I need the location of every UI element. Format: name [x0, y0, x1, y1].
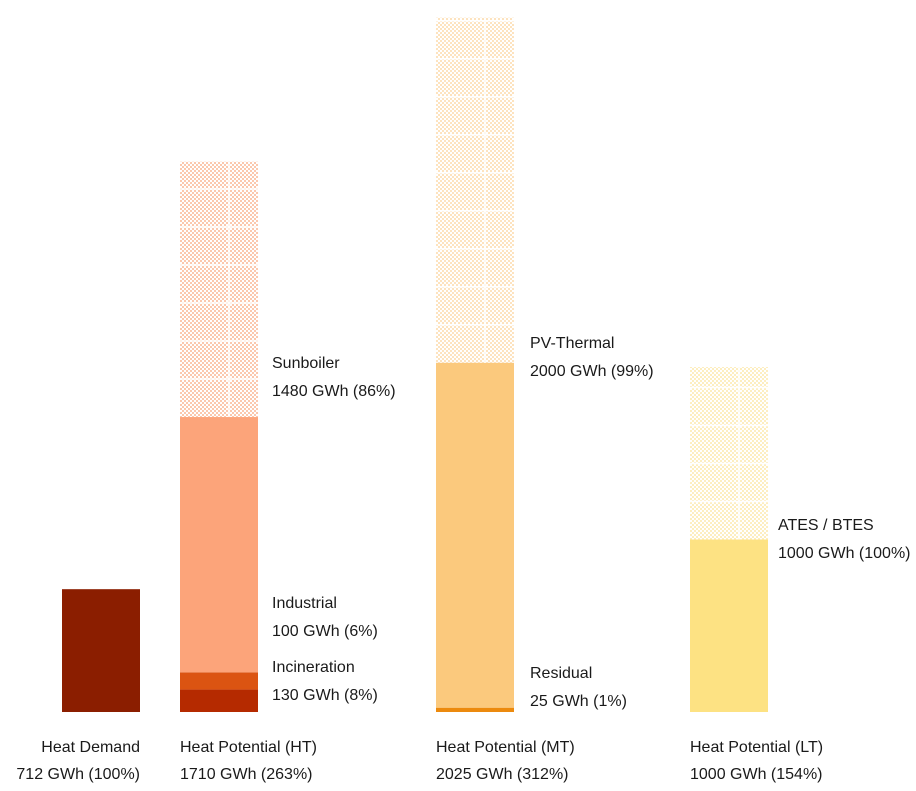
bar-segment-ates-btes [690, 539, 768, 712]
potential-hatch [436, 17, 514, 363]
segment-label: Incineration [272, 659, 355, 676]
segment-label: Sunboiler [272, 355, 340, 372]
segment-value-label: 1480 GWh (86%) [272, 383, 396, 400]
segment-value-label: 25 GWh (1%) [530, 693, 627, 710]
bars [62, 17, 768, 712]
segment-value-label: 130 GWh (8%) [272, 687, 378, 704]
segment-label: ATES / BTES [778, 517, 874, 534]
segment-value-label: 100 GWh (6%) [272, 623, 378, 640]
category-total-label: 1710 GWh (263%) [180, 766, 313, 783]
segment-value-label: 1000 GWh (100%) [778, 545, 911, 562]
segment-label: Industrial [272, 595, 337, 612]
potential-hatch [690, 367, 768, 540]
bar-segment-heat-demand [62, 589, 140, 712]
labels: Incineration 130 GWh (8%) Industrial 100 GW… [16, 335, 910, 783]
category-label: Heat Demand [41, 739, 140, 756]
bar-segment-incineration [180, 689, 258, 712]
segment-value-label: 2000 GWh (99%) [530, 363, 654, 380]
bar-segment-pv-thermal [436, 362, 514, 708]
segment-label: Residual [530, 665, 592, 682]
category-total-label: 1000 GWh (154%) [690, 766, 823, 783]
category-total-label: 712 GWh (100%) [16, 766, 140, 783]
bar-segment-industrial [180, 672, 258, 690]
category-label: Heat Potential (LT) [690, 739, 823, 756]
bar-segment-sunboiler [180, 417, 258, 673]
potential-hatch [180, 161, 258, 418]
category-total-label: 2025 GWh (312%) [436, 766, 569, 783]
category-label: Heat Potential (MT) [436, 739, 575, 756]
bar-segment-residual [436, 707, 514, 712]
segment-label: PV-Thermal [530, 335, 614, 352]
category-label: Heat Potential (HT) [180, 739, 317, 756]
